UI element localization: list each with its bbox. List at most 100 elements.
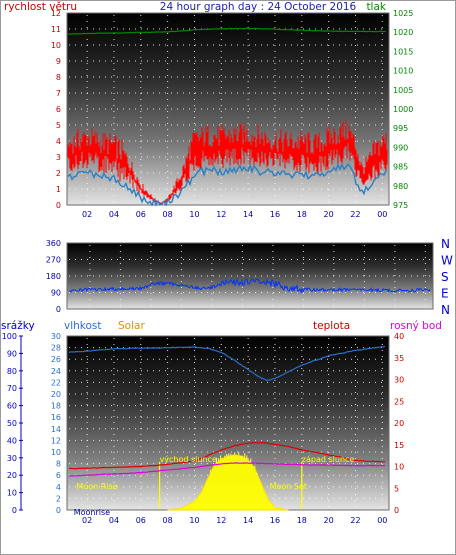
- rain-axis-label: srážky: [1, 320, 35, 332]
- compass-label: E: [441, 287, 449, 301]
- temperature-ytick-label: 5: [394, 484, 399, 493]
- humidity-ytick-label: 8: [56, 460, 61, 469]
- panel3-xtick-label: 08: [163, 516, 173, 525]
- wind-pressure-panel: 0123456789101112975980985990995100010051…: [51, 9, 414, 219]
- panel1-xtick-label: 16: [270, 210, 280, 219]
- panel1-xtick-label: 20: [324, 210, 334, 219]
- humidity-ytick-label: 0: [56, 506, 61, 515]
- panel1-xtick-label: 06: [136, 210, 146, 219]
- wind-ytick-label: 3: [56, 153, 61, 162]
- panel2-border: [66, 242, 434, 310]
- panel1-xtick-label: 04: [109, 210, 119, 219]
- direction-ytick-label: 90: [51, 289, 61, 298]
- pressure-series-line: [67, 27, 387, 35]
- wind-ytick-label: 8: [56, 73, 61, 82]
- wind-ytick-label: 12: [51, 9, 61, 18]
- pressure-ytick-label: 1005: [393, 86, 413, 95]
- temperature-ytick-label: 25: [394, 397, 404, 406]
- chart-title: 24 hour graph day : 24 October 2016: [160, 1, 357, 13]
- temperature-ytick-label: 20: [394, 419, 404, 428]
- humidity-ytick-label: 26: [51, 355, 61, 364]
- humidity-ytick-label: 18: [51, 402, 61, 411]
- temperature-ytick-label: 40: [394, 332, 404, 341]
- temperature-ytick-label: 0: [394, 506, 399, 515]
- annotation-label: Moon Rise: [76, 482, 117, 491]
- pressure-ytick-label: 975: [393, 201, 408, 210]
- pressure-ytick-label: 1015: [393, 47, 413, 56]
- pressure-ytick-label: 1010: [393, 67, 413, 76]
- direction-ytick-label: 0: [56, 305, 61, 314]
- direction-ytick-label: 270: [46, 256, 61, 265]
- wind-ytick-label: 7: [56, 89, 61, 98]
- humidity-ytick-label: 16: [51, 413, 61, 422]
- humidity-axis-label: vlhkost: [64, 320, 102, 332]
- temperature-ytick-label: 15: [394, 441, 404, 450]
- panel3-xtick-label: 20: [324, 516, 334, 525]
- rain-ytick-label: 40: [7, 436, 17, 445]
- pressure-axis-label: tlak: [366, 1, 386, 13]
- temperature-series-line: [68, 441, 385, 470]
- humidity-ytick-label: 12: [51, 436, 61, 445]
- panel1-border: [66, 12, 390, 206]
- humidity-ytick-label: 2: [56, 494, 61, 503]
- humidity-ytick-label: 24: [51, 367, 61, 376]
- panel3-xtick-label: 02: [82, 516, 92, 525]
- pressure-ytick-label: 980: [393, 182, 408, 191]
- temperature-ytick-label: 35: [394, 354, 404, 363]
- panel1-xtick-label: 08: [163, 210, 173, 219]
- wind-ytick-label: 2: [56, 169, 61, 178]
- panel3-xtick-label: 16: [270, 516, 280, 525]
- rain-ytick-label: 100: [2, 332, 17, 341]
- panel3-xtick-label: 14: [243, 516, 253, 525]
- panel3-xtick-label: 22: [350, 516, 360, 525]
- rain-ytick-label: 20: [7, 471, 17, 480]
- wind-mean-line: [67, 142, 388, 204]
- wind-ytick-label: 0: [56, 201, 61, 210]
- panel1-xtick-label: 12: [216, 210, 226, 219]
- panel1-xtick-label: 14: [243, 210, 253, 219]
- annotation-label: východ slunce: [160, 455, 217, 464]
- direction-series-line: [68, 278, 431, 294]
- humidity-ytick-label: 4: [56, 483, 61, 492]
- annotation-label: Moon Set: [270, 482, 307, 491]
- rain-ytick-label: 90: [7, 349, 17, 358]
- pressure-ytick-label: 985: [393, 163, 408, 172]
- wind-ytick-label: 5: [56, 121, 61, 130]
- pressure-ytick-label: 990: [393, 143, 408, 152]
- rain-ytick-label: 80: [7, 367, 17, 376]
- rain-ytick-label: 60: [7, 402, 17, 411]
- wind-ytick-label: 1: [56, 185, 61, 194]
- panel1-xtick-label: 22: [350, 210, 360, 219]
- wind-ytick-label: 4: [56, 137, 61, 146]
- wind-ytick-label: 9: [56, 57, 61, 66]
- panel3-xtick-label: 00: [377, 516, 387, 525]
- pressure-ytick-label: 995: [393, 124, 408, 133]
- temperature-ytick-label: 30: [394, 376, 404, 385]
- humidity-ytick-label: 6: [56, 471, 61, 480]
- pressure-ytick-label: 1020: [393, 28, 413, 37]
- direction-ytick-label: 360: [46, 239, 61, 248]
- humidity-ytick-label: 28: [51, 344, 61, 353]
- humidity-ytick-label: 20: [51, 390, 61, 399]
- temperature-axis-label: teplota: [313, 320, 350, 332]
- rain-ytick-label: 10: [7, 489, 17, 498]
- annotation-label: Moonrise: [74, 508, 110, 517]
- dewpoint-series-line: [68, 462, 385, 477]
- rain-ytick-label: 50: [7, 419, 17, 428]
- compass-label: W: [441, 254, 453, 268]
- temperature-humidity-solar-panel: Moon Rise východ slunce západ slunce Moon S…: [2, 332, 404, 525]
- humidity-ytick-label: 10: [51, 448, 61, 457]
- humidity-ytick-label: 30: [51, 332, 61, 341]
- panel1-xtick-label: 18: [297, 210, 307, 219]
- rain-ytick-label: 30: [7, 454, 17, 463]
- wind-axis-label: rychlost větru: [4, 1, 77, 13]
- rain-ytick-label: 70: [7, 384, 17, 393]
- rain-ytick-label: 0: [12, 506, 17, 515]
- panel3-xtick-label: 10: [189, 516, 199, 525]
- pressure-ytick-label: 1000: [393, 105, 413, 114]
- panel1-xtick-label: 10: [189, 210, 199, 219]
- wind-ytick-label: 6: [56, 105, 61, 114]
- panel3-xtick-label: 18: [297, 516, 307, 525]
